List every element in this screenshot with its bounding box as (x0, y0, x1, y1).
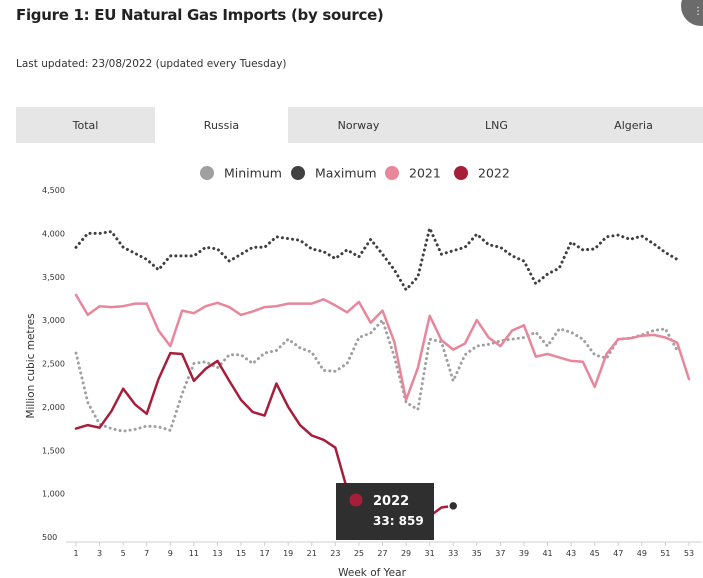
x-tick-label: 47 (613, 549, 623, 558)
series-line-maximum (74, 226, 679, 292)
x-tick-label: 1 (73, 549, 78, 558)
x-tick-label: 23 (330, 549, 340, 558)
series-group (74, 226, 691, 520)
legend-swatch (385, 166, 399, 180)
x-tick-label: 27 (377, 549, 387, 558)
legend-item-2021[interactable]: 2021 (385, 166, 441, 181)
y-tick-label: 1,500 (42, 446, 65, 455)
x-tick-label: 49 (637, 549, 647, 558)
legend-label: 2021 (409, 166, 441, 181)
x-tick-label: 29 (401, 549, 411, 558)
x-tick-label: 11 (189, 549, 199, 558)
chart-legend: Minimum Maximum 2021 2022 (200, 166, 510, 181)
x-tick-label: 31 (425, 549, 435, 558)
x-tick-label: 5 (121, 549, 126, 558)
x-tick-label: 21 (307, 549, 317, 558)
x-tick-label: 41 (542, 549, 552, 558)
y-tick-label: 2,500 (42, 360, 65, 369)
page-title: Figure 1: EU Natural Gas Imports (by sou… (16, 6, 384, 24)
x-tick-label: 33 (448, 549, 458, 558)
last-updated-note: Last updated: 23/08/2022 (updated every … (16, 58, 287, 70)
tooltip: 2022 33: 859 (336, 483, 434, 540)
tab-russia[interactable]: Russia (155, 107, 288, 143)
legend-swatch (200, 166, 214, 180)
x-axis: 1 3 5 7 9 11 13 15 17 19 21 23 25 27 29 31 33 35 37 39 41 43 4… (73, 542, 694, 558)
y-axis: 4,500 4,000 3,500 3,000 2,500 2,000 1,500 1,000… (42, 186, 65, 542)
tooltip-swatch (349, 493, 363, 507)
tab-algeria[interactable]: Algeria (614, 118, 653, 132)
x-tick-label: 25 (354, 549, 364, 558)
x-axis-title: Week of Year (338, 567, 406, 578)
more-icon: ⋮ (693, 6, 703, 17)
legend-label: 2022 (478, 166, 510, 181)
x-tick-label: 53 (684, 549, 694, 558)
series-line-minimum (74, 318, 679, 433)
tooltip-series: 2022 (373, 494, 409, 509)
tooltip-box (336, 483, 434, 540)
tab-norway[interactable]: Norway (337, 118, 380, 132)
more-options-button[interactable]: ⋮ (681, 0, 703, 26)
legend-label: Maximum (315, 166, 377, 181)
legend-item-maximum[interactable]: Maximum (291, 166, 377, 181)
legend-label: Minimum (224, 166, 282, 181)
legend-swatch (291, 166, 305, 180)
y-axis-title: Million cubic metres (25, 313, 37, 418)
x-tick-label: 35 (472, 549, 482, 558)
y-tick-label: 1,000 (42, 490, 65, 499)
legend-swatch (454, 166, 468, 180)
x-tick-label: 7 (144, 549, 149, 558)
y-tick-label: 3,500 (42, 273, 65, 282)
legend-item-2022[interactable]: 2022 (454, 166, 510, 181)
tab-total[interactable]: Total (72, 118, 99, 132)
x-tick-label: 19 (283, 549, 293, 558)
tooltip-value: 33: 859 (373, 514, 424, 528)
x-tick-label: 37 (495, 549, 505, 558)
y-tick-label: 500 (42, 533, 57, 542)
series-line-2021 (74, 293, 691, 402)
x-tick-label: 15 (236, 549, 246, 558)
y-tick-label: 3,000 (42, 316, 65, 325)
y-tick-label: 4,500 (42, 186, 65, 195)
y-tick-label: 4,000 (42, 229, 65, 238)
legend-item-minimum[interactable]: Minimum (200, 166, 282, 181)
x-tick-label: 45 (590, 549, 600, 558)
x-tick-label: 43 (566, 549, 576, 558)
source-tabs: Total Russia Norway LNG Algeria (16, 107, 703, 143)
y-tick-label: 2,000 (42, 403, 65, 412)
x-tick-label: 51 (660, 549, 670, 558)
hover-point-marker (447, 500, 459, 512)
x-tick-label: 3 (97, 549, 102, 558)
x-tick-label: 9 (168, 549, 173, 558)
tab-lng[interactable]: LNG (485, 118, 508, 132)
x-tick-label: 13 (212, 549, 222, 558)
x-tick-label: 39 (519, 549, 529, 558)
x-tick-label: 17 (260, 549, 270, 558)
